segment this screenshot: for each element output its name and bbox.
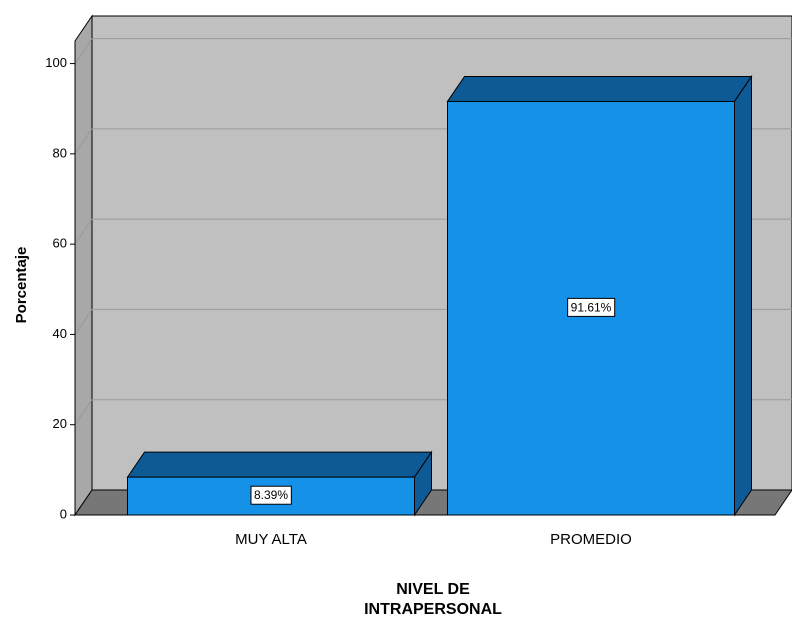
y-axis-label: Porcentaje (13, 247, 30, 324)
y-tick-label: 60 (53, 236, 67, 251)
grid-line (74, 218, 93, 245)
grid-line (74, 128, 93, 155)
y-tick-label: 0 (60, 506, 67, 521)
y-tick-label: 40 (53, 326, 67, 341)
x-tick-label: PROMEDIO (550, 531, 632, 548)
value-label: 91.61% (571, 300, 612, 314)
bar-top (446, 75, 753, 102)
bar-top (126, 451, 433, 478)
left-wall (74, 14, 93, 517)
grid-line (74, 309, 93, 335)
bar-side (734, 74, 752, 517)
y-tick-label: 80 (53, 145, 67, 160)
y-tick-label: 100 (45, 55, 67, 70)
value-label-box (250, 485, 292, 505)
x-tick-label: MUY ALTA (235, 531, 307, 548)
x-axis-label: NIVEL DE (396, 581, 470, 598)
value-label-box (567, 297, 616, 317)
grid-line (74, 399, 93, 425)
x-axis-label: INTRAPERSONAL (364, 601, 502, 618)
value-label: 8.39% (254, 488, 288, 502)
y-tick-label: 20 (53, 416, 67, 431)
grid-line (74, 38, 93, 64)
